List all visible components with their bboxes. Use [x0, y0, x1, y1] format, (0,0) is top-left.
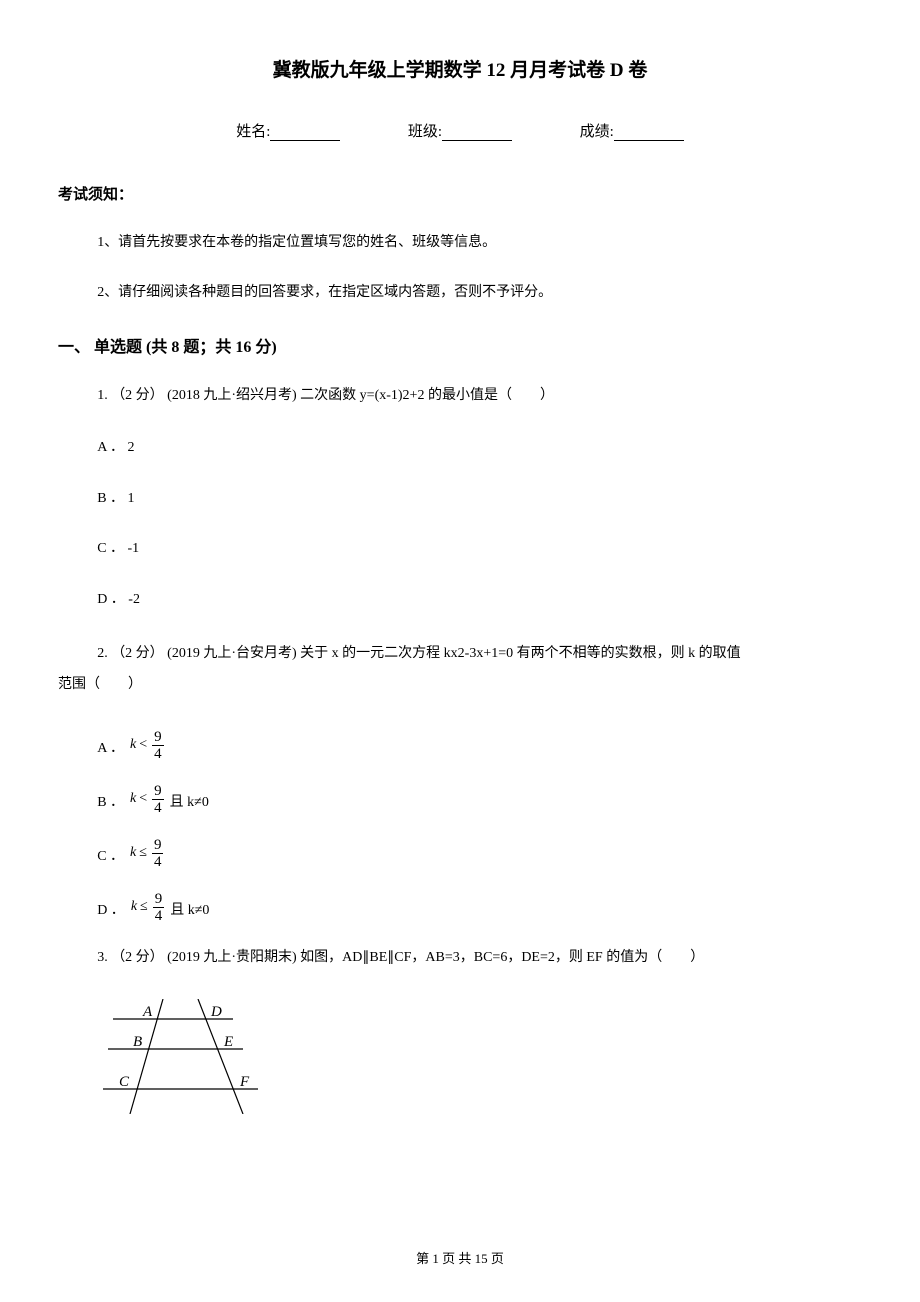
option-letter: B ． — [97, 792, 124, 816]
option-letter: A ． — [97, 738, 124, 762]
page-title: 冀教版九年级上学期数学 12 月月考试卷 D 卷 — [58, 55, 862, 82]
score-blank[interactable] — [614, 125, 684, 141]
instruction-1: 1、请首先按要求在本卷的指定位置填写您的姓名、班级等信息。 — [58, 232, 862, 254]
question-2-option-d: D ． k≤ 94 且 k≠0 — [58, 891, 862, 925]
fraction: 94 — [152, 729, 164, 763]
question-2-option-a: A ． k< 94 — [58, 729, 862, 763]
instruction-2: 2、请仔细阅读各种题目的回答要求，在指定区域内答题，否则不予评分。 — [58, 282, 862, 304]
question-1-option-d: D ． -2 — [58, 589, 862, 611]
question-2-stem-line1: 2. （2 分） (2019 九上·台安月考) 关于 x 的一元二次方程 kx2… — [58, 639, 862, 670]
figure-label-f: F — [239, 1074, 250, 1090]
question-1-stem: 1. （2 分） (2018 九上·绍兴月考) 二次函数 y=(x-1)2+2 … — [58, 383, 862, 410]
option-tail: 且 k≠0 — [170, 792, 209, 816]
question-2-stem: 2. （2 分） (2019 九上·台安月考) 关于 x 的一元二次方程 kx2… — [58, 639, 862, 701]
math-expression: k< 94 — [130, 783, 166, 817]
figure-label-c: C — [119, 1074, 130, 1090]
option-letter: C ． — [97, 846, 124, 870]
question-1-option-a: A ． 2 — [58, 437, 862, 459]
student-info-line: 姓名: 班级: 成绩: — [58, 120, 862, 141]
figure-label-a: A — [142, 1004, 153, 1020]
name-label: 姓名: — [236, 120, 270, 141]
question-3-stem: 3. （2 分） (2019 九上·贵阳期末) 如图，AD∥BE∥CF，AB=3… — [58, 945, 862, 972]
fraction: 94 — [152, 837, 164, 871]
math-expression: k≤ 94 — [130, 837, 165, 871]
name-blank[interactable] — [270, 125, 340, 141]
class-blank[interactable] — [442, 125, 512, 141]
question-2-option-c: C ． k≤ 94 — [58, 837, 862, 871]
figure-label-d: D — [210, 1004, 222, 1020]
option-tail: 且 k≠0 — [170, 900, 209, 924]
geometry-figure: A D B E C F — [103, 999, 862, 1119]
class-label: 班级: — [408, 120, 442, 141]
question-2-stem-line2: 范围（ ） — [58, 670, 862, 701]
question-1-option-b: B ． 1 — [58, 488, 862, 510]
page-footer: 第 1 页 共 15 页 — [0, 1248, 920, 1267]
notice-heading: 考试须知： — [58, 183, 862, 204]
option-letter: D ． — [97, 900, 125, 924]
section-1-title: 一、 单选题 (共 8 题；共 16 分) — [58, 333, 862, 357]
math-expression: k< 94 — [130, 729, 166, 763]
figure-label-b: B — [133, 1034, 142, 1050]
fraction: 94 — [152, 783, 164, 817]
math-expression: k≤ 94 — [131, 891, 166, 925]
figure-label-e: E — [223, 1034, 233, 1050]
question-2-option-b: B ． k< 94 且 k≠0 — [58, 783, 862, 817]
score-label: 成绩: — [580, 120, 614, 141]
fraction: 94 — [153, 891, 165, 925]
question-1-option-c: C ． -1 — [58, 538, 862, 560]
